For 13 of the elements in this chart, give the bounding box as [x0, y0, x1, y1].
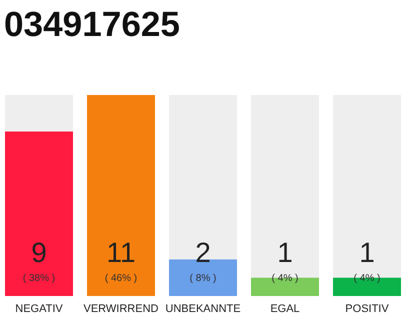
x-tick-label: UNBEKANNTE — [165, 303, 241, 315]
data-label: 1 — [359, 237, 375, 268]
annotation: ( 8% ) — [190, 273, 216, 284]
x-tick-label: POSITIV — [345, 303, 390, 315]
data-label: 9 — [31, 237, 47, 268]
annotation: ( 46% ) — [104, 273, 138, 284]
x-tick-label: NEGATIV — [15, 303, 64, 315]
x-tick-label: VERWIRREND — [84, 303, 159, 315]
annotation: ( 38% ) — [22, 273, 56, 284]
data-label: 11 — [106, 237, 136, 268]
data-label: 1 — [277, 237, 293, 268]
x-tick-label: EGAL — [270, 303, 300, 315]
chart-title: 034917625 — [4, 5, 180, 44]
